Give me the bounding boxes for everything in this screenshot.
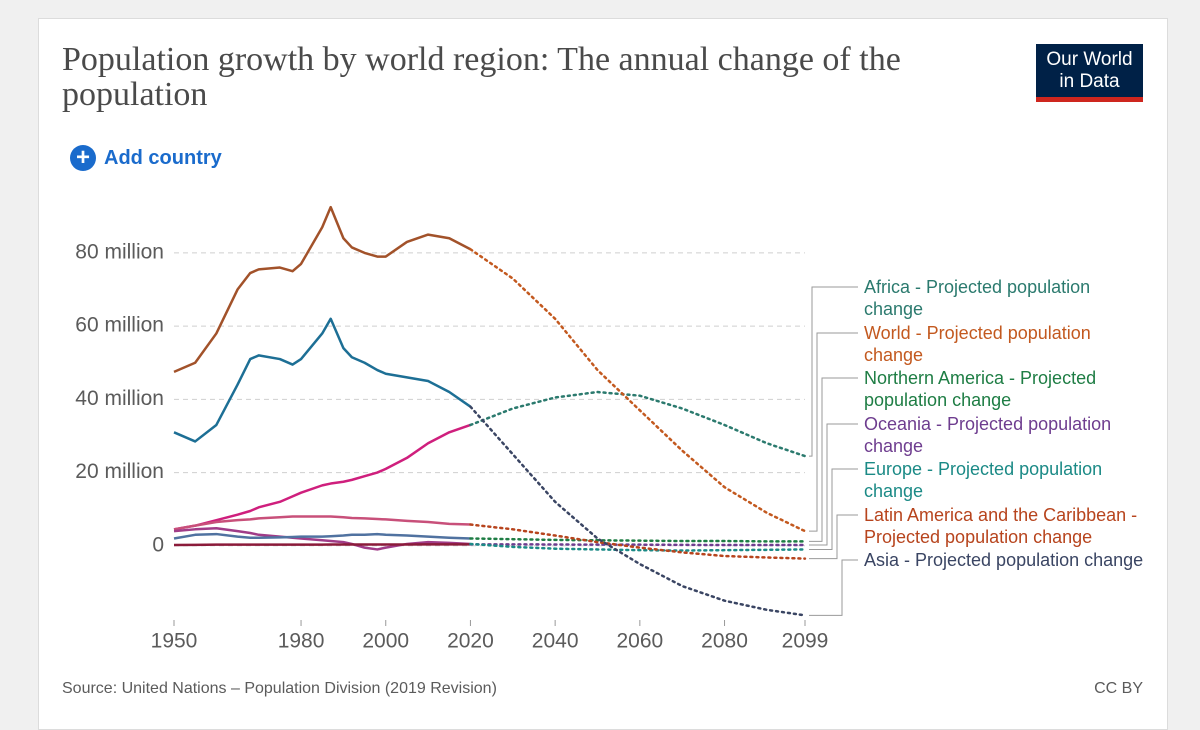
legend-connector	[809, 286, 858, 457]
legend-connector	[809, 468, 858, 550]
x-tick-label: 2080	[701, 630, 748, 653]
series-line	[173, 515, 471, 531]
legend-label[interactable]: Northern America - Projected population …	[864, 368, 1097, 410]
logo-text: in Data	[1059, 71, 1120, 92]
logo[interactable]: Our World in Data	[1036, 44, 1143, 102]
add-country-button[interactable]: + Add country	[70, 145, 222, 171]
y-tick-label: 0	[152, 533, 164, 556]
series-line	[469, 543, 807, 547]
series-line	[173, 543, 471, 547]
plus-icon: +	[70, 145, 96, 171]
card	[38, 18, 1168, 730]
x-tick-label: 2060	[616, 630, 663, 653]
legend-label[interactable]: Oceania - Projected population change	[864, 413, 1112, 456]
legend-connector	[809, 377, 858, 542]
x-tick-label: 2040	[532, 630, 579, 653]
series-line	[173, 423, 471, 531]
x-tick-label: 2000	[362, 630, 409, 653]
legend-label[interactable]: World - Projected population change	[864, 322, 1091, 365]
x-tick-label: 1980	[278, 630, 325, 653]
x-tick-label: 2099	[782, 630, 829, 653]
legend: Africa - Projected population change Worl…	[864, 276, 1144, 573]
x-tick-label: 2020	[447, 630, 494, 653]
series-line	[469, 405, 807, 617]
y-tick-label: 40 million	[75, 387, 164, 410]
series-line	[469, 248, 807, 533]
legend-label[interactable]: Africa - Projected population change	[864, 277, 1091, 319]
legend-connector	[809, 559, 858, 616]
legend-label[interactable]: Europe - Projected population change	[864, 459, 1103, 501]
y-tick-label: 80 million	[75, 240, 164, 263]
add-country-label: Add country	[104, 146, 222, 169]
source: Source: United Nations – Population Divi…	[62, 680, 497, 697]
legend-label[interactable]: Latin America and the Caribbean - Projec…	[864, 504, 1138, 547]
series-line	[469, 537, 807, 543]
series-line	[173, 205, 472, 374]
chart-title: Population growth by world region: The a…	[62, 41, 901, 113]
y-tick-label: 60 million	[75, 314, 164, 337]
legend-connector	[809, 423, 858, 546]
legend-connector	[809, 332, 858, 532]
series-line	[469, 390, 807, 458]
legend-label[interactable]: Asia - Projected population change	[864, 550, 1144, 570]
logo-text: Our World	[1046, 49, 1133, 70]
series-line	[469, 542, 807, 552]
license: CC BY	[1094, 680, 1143, 697]
series-line	[173, 532, 471, 540]
legend-connector	[809, 514, 858, 560]
series-line	[173, 317, 472, 443]
y-tick-label: 20 million	[75, 460, 164, 483]
series-line	[469, 523, 807, 560]
x-tick-label: 1950	[151, 630, 198, 653]
